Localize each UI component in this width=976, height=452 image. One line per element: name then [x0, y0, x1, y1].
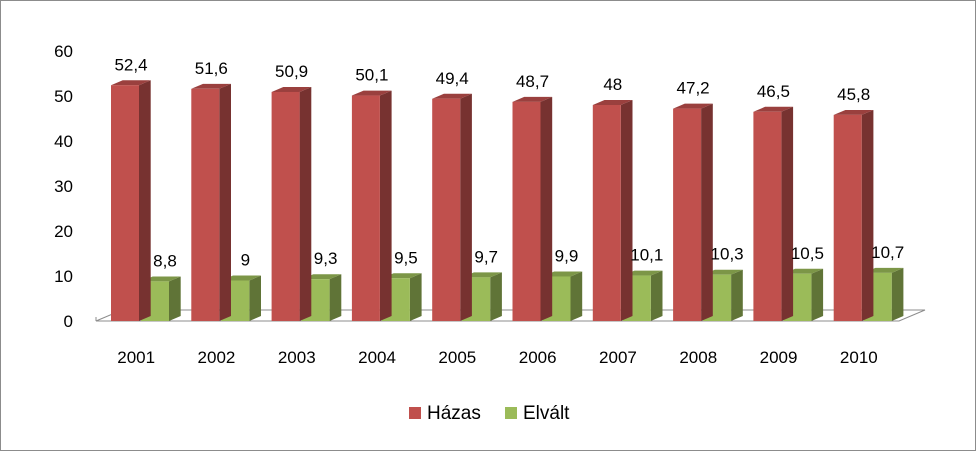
y-tick-label: 10	[54, 267, 73, 286]
bar-side-1	[570, 271, 583, 321]
bar-0	[432, 98, 461, 321]
bar-side-0	[701, 103, 713, 322]
y-tick-label: 30	[54, 177, 73, 196]
data-label-hazas: 50,9	[275, 62, 308, 81]
bar-side-0	[781, 106, 794, 321]
bar-top-0	[592, 100, 633, 105]
bar-side-1	[409, 273, 422, 321]
x-tick-label: 2007	[599, 348, 637, 367]
data-label-elvalt: 9,5	[394, 248, 418, 267]
bar-side-1	[811, 268, 824, 321]
bar-side-0	[620, 100, 633, 321]
bar-side-0	[299, 87, 312, 321]
bar-top-1	[783, 268, 824, 274]
data-label-elvalt: 10,7	[871, 243, 904, 262]
x-tick-label: 2001	[117, 348, 155, 367]
data-label-hazas: 49,4	[436, 69, 469, 88]
bar-0	[351, 95, 380, 321]
y-tick-label: 40	[54, 132, 73, 151]
legend-label-elvalt: Elvált	[523, 403, 570, 424]
x-tick-label: 2005	[438, 348, 476, 367]
bar-side-0	[460, 93, 472, 321]
data-label-elvalt: 9,3	[314, 249, 338, 268]
data-label-elvalt: 9	[241, 251, 250, 270]
data-label-elvalt: 9,9	[555, 247, 579, 266]
bar-top-0	[111, 80, 151, 86]
bar-top-1	[703, 269, 743, 275]
data-label-hazas: 46,5	[757, 82, 790, 101]
data-label-elvalt: 9,7	[474, 247, 498, 266]
bar-top-0	[191, 83, 231, 89]
x-tick-label: 2002	[198, 348, 236, 367]
data-label-elvalt: 8,8	[153, 251, 177, 270]
x-tick-label: 2003	[278, 348, 316, 367]
bar-side-1	[249, 275, 261, 321]
bar-top-0	[432, 93, 472, 99]
bar-side-0	[540, 96, 553, 322]
bar-side-1	[731, 269, 743, 321]
bar-0	[753, 111, 782, 321]
bar-side-0	[861, 109, 874, 321]
bar-top-1	[141, 276, 181, 282]
bar-0	[592, 105, 621, 321]
bar-top-1	[542, 271, 583, 277]
bar-0	[673, 108, 702, 321]
data-label-hazas: 48,7	[516, 72, 549, 91]
data-label-hazas: 45,8	[837, 85, 870, 104]
data-label-hazas: 47,2	[677, 79, 710, 98]
bar-top-0	[833, 109, 874, 115]
legend-swatch-elvalt	[505, 407, 517, 419]
legend-label-hazas: Házas	[427, 403, 481, 424]
bar-top-1	[462, 272, 502, 278]
y-tick-label: 60	[54, 42, 73, 61]
bar-side-1	[490, 272, 502, 321]
x-tick-label: 2006	[519, 348, 557, 367]
data-label-hazas: 50,1	[355, 66, 388, 85]
x-tick-label: 2008	[679, 348, 717, 367]
data-label-elvalt: 10,3	[711, 245, 744, 264]
data-label-hazas: 52,4	[114, 55, 147, 74]
bar-0	[271, 91, 300, 321]
bar-top-0	[512, 96, 553, 102]
data-label-elvalt: 10,1	[630, 246, 663, 265]
bar-0	[111, 85, 139, 321]
x-tick-label: 2004	[358, 348, 396, 367]
bar-top-0	[753, 106, 794, 112]
bar-side-1	[329, 274, 342, 321]
data-label-elvalt: 10,5	[791, 244, 824, 263]
bar-top-1	[301, 274, 342, 280]
bar-top-0	[673, 103, 713, 109]
bar-side-1	[650, 270, 663, 321]
bar-side-1	[169, 276, 181, 321]
bar-top-0	[351, 90, 392, 96]
bar-side-0	[219, 83, 231, 321]
bar-side-0	[139, 80, 151, 321]
bar-0	[191, 88, 220, 321]
y-tick-label: 0	[64, 312, 73, 331]
bar-top-0	[271, 87, 312, 92]
y-tick-label: 20	[54, 222, 73, 241]
x-tick-label: 2009	[760, 348, 798, 367]
data-label-hazas: 51,6	[195, 59, 228, 78]
legend-swatch-hazas	[409, 407, 421, 419]
bar-top-1	[622, 270, 663, 276]
bar-0	[833, 114, 862, 322]
bar-top-1	[221, 275, 261, 281]
y-tick-label: 50	[54, 87, 73, 106]
x-tick-label: 2010	[840, 348, 878, 367]
bar-side-1	[891, 267, 904, 321]
bar-top-1	[863, 267, 904, 273]
bar-0	[512, 101, 541, 321]
bar-top-1	[381, 273, 422, 279]
bar-side-0	[379, 90, 392, 321]
data-label-hazas: 48	[603, 75, 622, 94]
